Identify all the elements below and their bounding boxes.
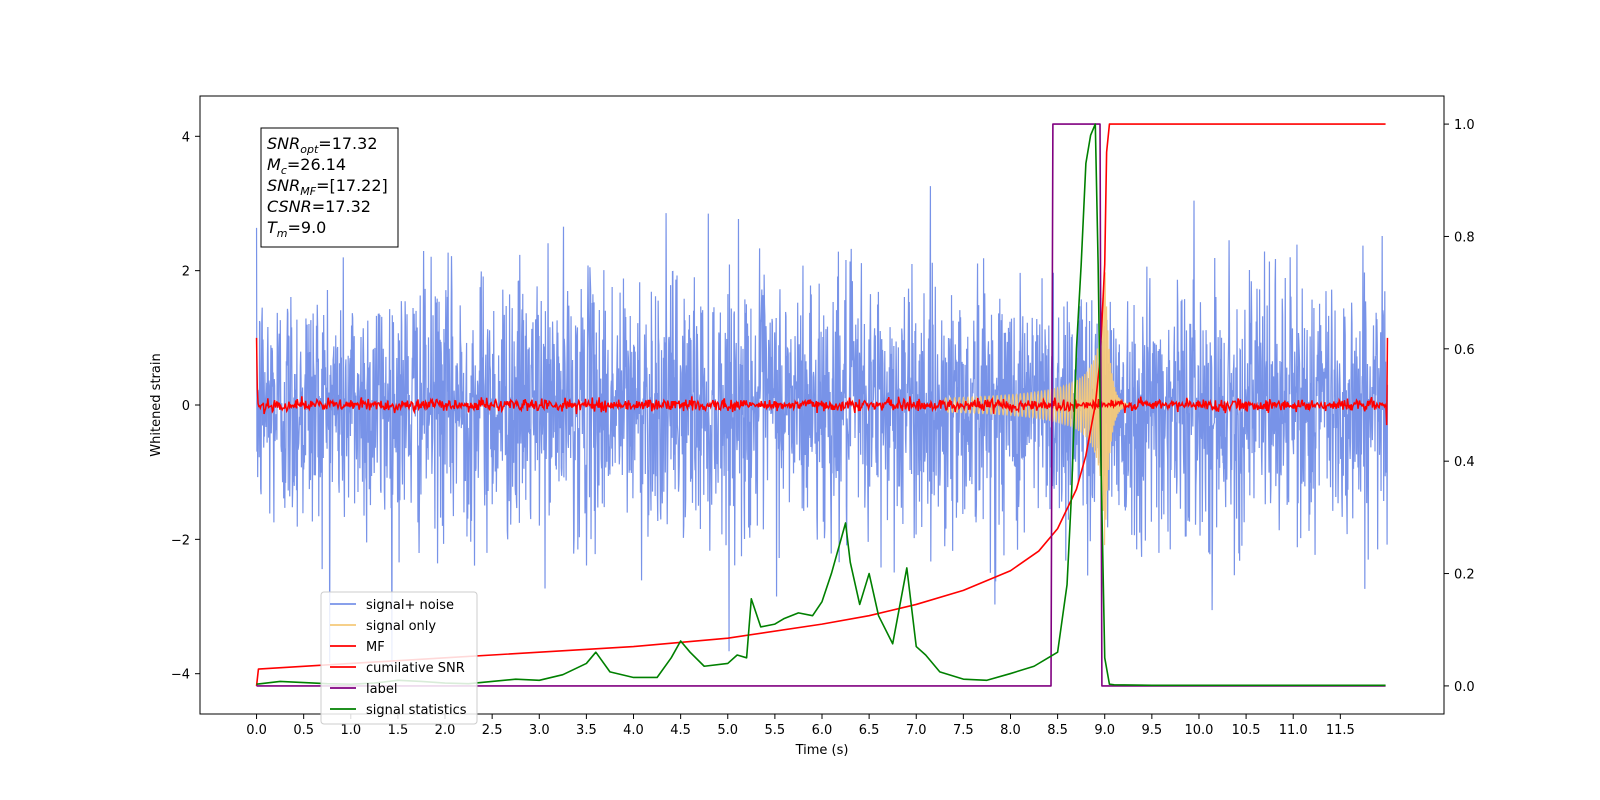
y-tick-label-right: 0.2 (1454, 568, 1475, 583)
legend-entry: label (366, 682, 397, 697)
x-tick-label: 9.0 (1094, 723, 1115, 738)
x-tick-label: 10.0 (1184, 723, 1213, 738)
y-axis-right: 0.0 0.2 0.4 0.6 0.8 1.0 (1444, 118, 1475, 695)
x-tick-label: 8.0 (1000, 723, 1021, 738)
x-tick-label: 9.5 (1142, 723, 1163, 738)
y-axis-label: Whitened strain (149, 353, 164, 456)
x-tick-label: 3.5 (576, 723, 597, 738)
x-tick-label: 5.0 (717, 723, 738, 738)
legend-frame (320, 591, 478, 725)
series-stat-line (256, 123, 1386, 687)
x-tick-label: 11.5 (1326, 723, 1355, 738)
legend: signal+ noise signal only MF cumilative SNR… (320, 591, 478, 725)
legend-entry: MF (366, 640, 385, 655)
y-tick-label-left: 0 (182, 399, 190, 414)
signal-only-line (943, 272, 1129, 546)
x-tick-label: 0.0 (246, 723, 267, 738)
signal-noise-line (255, 186, 1389, 667)
x-tick-label: 3.0 (529, 723, 550, 738)
x-axis-label: Time (s) (795, 743, 849, 758)
plot-area (255, 123, 1389, 687)
series-csnr-line (255, 123, 1386, 686)
x-tick-label: 0.5 (293, 723, 314, 738)
x-tick-label: 4.0 (623, 723, 644, 738)
legend-entry: signal statistics (366, 703, 467, 718)
mf-line (255, 337, 1389, 426)
y-tick-label-right: 0.4 (1454, 455, 1475, 470)
y-tick-label-left: 2 (182, 265, 190, 280)
series-signal-statistics (256, 123, 1386, 687)
x-tick-label: 11.0 (1279, 723, 1308, 738)
x-tick-label: 7.5 (953, 723, 974, 738)
x-tick-label: 2.0 (435, 723, 456, 738)
stats-annotation-box: SNRopt=17.32Mc=26.14SNRMF=[17.22]CSNR=17… (260, 127, 399, 248)
y-tick-label-right: 0.8 (1454, 230, 1475, 245)
x-tick-label: 1.0 (340, 723, 361, 738)
series-signal-noise (255, 186, 1389, 667)
x-tick-label: 8.5 (1047, 723, 1068, 738)
legend-entry: cumilative SNR (366, 661, 465, 676)
x-tick-label: 7.0 (906, 723, 927, 738)
y-tick-label-right: 1.0 (1454, 118, 1475, 133)
series-signal-only (943, 272, 1129, 546)
series-mf (255, 337, 1389, 426)
stat-line: SNRopt=17.32 (267, 134, 378, 156)
y-tick-label-left: −4 (171, 668, 190, 683)
x-axis: 0.0 0.5 1.0 1.5 2.0 2.5 3.0 3.5 4.0 4.5 5.0 5.5 6.0 6… (246, 714, 1355, 738)
legend-entry: signal only (366, 619, 436, 634)
stat-line: CSNR=17.32 (267, 197, 371, 216)
legend-entry: signal+ noise (366, 598, 454, 613)
stat-line: SNRMF=[17.22] (267, 176, 388, 198)
x-tick-label: 10.5 (1232, 723, 1261, 738)
x-tick-label: 6.0 (812, 723, 833, 738)
y-tick-label-right: 0.0 (1454, 680, 1475, 695)
x-tick-label: 4.5 (670, 723, 691, 738)
series-cumilative-snr (255, 123, 1386, 686)
y-tick-label-left: −2 (171, 533, 190, 548)
x-tick-label: 2.5 (482, 723, 503, 738)
stats-box-frame (260, 127, 399, 248)
x-tick-label: 6.5 (859, 723, 880, 738)
y-tick-label-left: 4 (182, 130, 190, 145)
stat-line: Tm=9.0 (267, 218, 326, 240)
y-tick-label-right: 0.6 (1454, 343, 1475, 358)
stat-line: Mc=26.14 (267, 155, 346, 177)
y-axis-left: −4 −2 0 2 4 (171, 130, 200, 683)
x-tick-label: 5.5 (765, 723, 786, 738)
x-tick-label: 1.5 (388, 723, 409, 738)
